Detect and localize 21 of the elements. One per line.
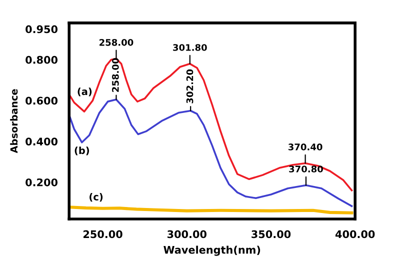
annotation: 302.20 [186,69,194,104]
y-axis-title: Absorbance [10,89,18,154]
x-tick-label: 250.00 [83,230,122,238]
series-label: (a) [78,88,92,96]
annotation: 258.00 [112,58,119,92]
x-tick-label: 300.00 [167,230,206,238]
series-label: (b) [74,146,89,156]
annotation: 370.80 [289,166,323,172]
line-series [69,58,353,192]
x-axis-title: Wavelength(nm) [164,246,260,256]
annotation: 370.40 [288,144,322,150]
y-tick-label: 0.200 [26,178,58,186]
y-tick-label: 0.950 [26,25,58,34]
x-tick-label: 350.00 [252,230,291,238]
annotation: 258.00 [100,38,134,46]
series-label: (c) [90,192,103,202]
annotation: 301.80 [173,44,207,51]
y-tick-label: 0.600 [26,96,58,105]
y-tick-label: 0.400 [26,138,58,146]
y-tick-label: 0.800 [26,56,58,64]
x-tick-label: 400.00 [335,230,375,238]
